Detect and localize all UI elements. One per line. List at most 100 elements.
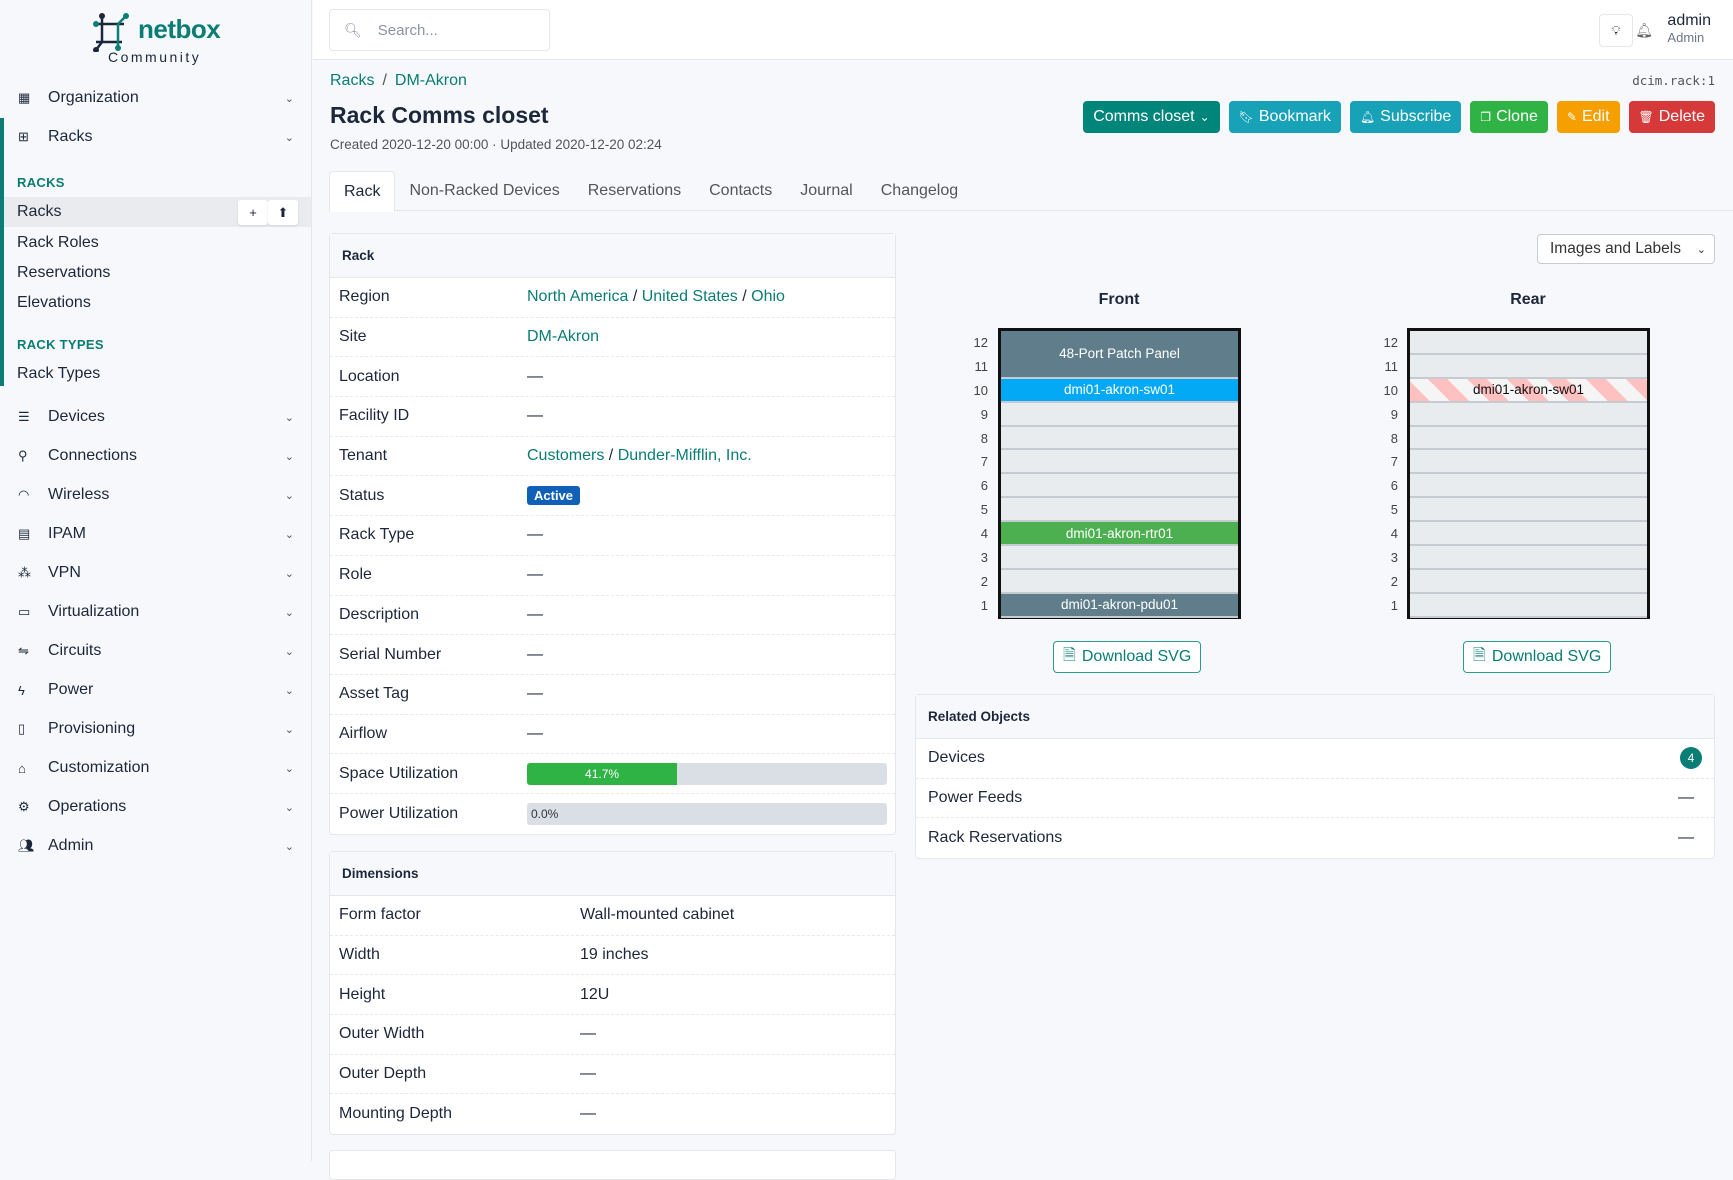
rack-unit-slot[interactable] [1001,498,1238,523]
monitor-icon: ▭ [18,604,31,619]
link-tenant[interactable]: Dunder-Mifflin, Inc. [617,447,752,465]
file-download-icon: 🗎 [1473,646,1486,664]
notifications-bell-icon[interactable]: 🔔︎ [1635,22,1653,38]
rack-unit-slot[interactable] [1410,522,1647,547]
tab-reservations[interactable]: Reservations [587,181,682,199]
rack-unit-slot[interactable] [1001,570,1238,594]
rack-device[interactable]: dmi01-akron-sw01 [1001,378,1238,401]
rack-unit-slot[interactable] [1410,331,1647,355]
add-rack-button[interactable]: + [238,200,268,225]
rack-unit-slot[interactable] [1410,474,1647,499]
theme-toggle-button[interactable]: 💡︎ [1599,14,1633,47]
sidebar-menu-ipam[interactable]: ▤ IPAM ⌄ [0,516,312,552]
rack-unit-slot[interactable] [1001,594,1238,618]
value: Customers / Dunder-Mifflin, Inc. [527,447,752,465]
sidebar-menu-provisioning[interactable]: ▯ Provisioning ⌄ [0,711,312,747]
button-label: Comms closet [1093,108,1195,125]
link-region-united-states[interactable]: United States [641,288,738,306]
rack-unit-slot[interactable] [1410,355,1647,379]
tab-changelog[interactable]: Changelog [880,181,959,199]
sidebar-menu-admin[interactable]: 👥︎ Admin ⌄ [0,828,312,864]
related-power-feeds[interactable]: Power Feeds — [916,779,1714,819]
sidebar-menu-wireless[interactable]: ◠ Wireless ⌄ [0,477,312,513]
wifi-icon: ◠ [18,487,30,502]
link-tenant-group[interactable]: Customers [527,447,605,465]
rack-unit-slot[interactable] [1001,427,1238,451]
tab-journal[interactable]: Journal [800,181,853,199]
sidebar-item-elevations[interactable]: Elevations [17,294,91,311]
sidebar-item-racks[interactable]: Racks [17,203,62,220]
netbox-logo[interactable]: netbox Community [92,12,232,70]
sidebar-menu-devices[interactable]: ☰ Devices ⌄ [0,399,312,435]
link-site[interactable]: DM-Akron [527,328,600,346]
sidebar-item-reservations[interactable]: Reservations [17,264,111,281]
sidebar-menu-racks[interactable]: ⊞ Racks ⌄ [0,119,312,155]
delete-button[interactable]: 🗑︎ Delete [1628,101,1715,133]
link-region-north-america[interactable]: North America [527,288,629,306]
related-devices[interactable]: Devices 4 [916,739,1714,779]
download-front-svg-button[interactable]: 🗎 Download SVG [1053,641,1202,673]
rack-unit-slot[interactable] [1410,498,1647,523]
menu-label: Wireless [48,486,110,503]
value: — [527,367,543,385]
related-rack-reservations[interactable]: Rack Reservations — [916,818,1714,858]
card-header: Related Objects [916,695,1714,739]
elevation-view-select[interactable]: Images and Labels ⌄ [1537,234,1715,264]
clone-button[interactable]: ❐ Clone [1470,101,1548,133]
rack-unit-slot[interactable] [1410,570,1647,594]
rack-unit-slot[interactable] [1410,427,1647,451]
rack-unit-slot[interactable] [1410,594,1647,618]
unit-number: 1 [1390,597,1398,613]
edit-button[interactable]: ✎ Edit [1556,101,1620,133]
value: — [580,1065,596,1083]
rack-unit-slot[interactable] [1410,546,1647,570]
sidebar-menu-operations[interactable]: ⚙ Operations ⌄ [0,789,312,825]
label: Form factor [339,906,421,924]
unit-number: 3 [1390,550,1398,566]
rack-unit-slot[interactable] [1001,546,1238,570]
bookmark-button[interactable]: 🔖︎ Bookmark [1228,101,1341,133]
link-region-ohio[interactable]: Ohio [751,288,785,306]
sidebar-menu-customization[interactable]: ⌂ Customization ⌄ [0,750,312,786]
rack-device[interactable]: dmi01-akron-sw01 [1410,378,1647,401]
rack-unit-slot[interactable] [1410,451,1647,475]
label: Asset Tag [339,685,409,703]
rack-unit-slot[interactable] [1001,403,1238,427]
menu-label: IPAM [48,525,86,542]
rack-device[interactable]: dmi01-akron-pdu01 [1001,593,1238,616]
user-menu[interactable]: admin Admin [1667,12,1711,45]
rack-unit-slot[interactable] [1001,522,1238,547]
sidebar-menu-virtualization[interactable]: ▭ Virtualization ⌄ [0,594,312,630]
sidebar-menu-vpn[interactable]: ⁂ VPN ⌄ [0,555,312,591]
import-racks-button[interactable]: ⬆ [268,200,298,225]
object-identifier: dcim.rack:1 [1632,73,1715,88]
rack-unit-slot[interactable] [1001,379,1238,403]
button-label: Subscribe [1380,108,1452,125]
comms-closet-button[interactable]: Comms closet ⌄ [1083,101,1220,133]
count: — [1678,829,1694,847]
chevron-down-icon: ⌄ [1696,243,1706,256]
breadcrumb-site[interactable]: DM-Akron [394,72,467,89]
rack-unit-slot[interactable] [1410,379,1647,403]
rack-unit-slot[interactable] [1001,355,1238,379]
button-label: Clone [1496,108,1538,125]
rack-device[interactable]: dmi01-akron-rtr01 [1001,522,1238,545]
rack-unit-slot[interactable] [1001,474,1238,499]
breadcrumb-racks[interactable]: Racks [330,72,375,89]
rack-unit-slot[interactable] [1001,451,1238,475]
sidebar-menu-power[interactable]: ϟ Power ⌄ [0,672,312,708]
tab-non-racked-devices[interactable]: Non-Racked Devices [409,181,560,199]
rack-unit-slot[interactable] [1410,403,1647,427]
sidebar-menu-circuits[interactable]: ⇋ Circuits ⌄ [0,633,312,669]
search-input[interactable]: 🔍︎ Search... [329,9,550,51]
sidebar-item-rack-types[interactable]: Rack Types [17,365,101,382]
sidebar-menu-organization[interactable]: ▦ Organization ⌄ [0,80,312,116]
sidebar-menu-connections[interactable]: ⚲ Connections ⌄ [0,438,312,474]
subscribe-button[interactable]: 🔔︎ Subscribe [1349,101,1462,133]
tab-rack[interactable]: Rack [329,171,396,212]
rack-device[interactable]: 48-Port Patch Panel [1001,331,1238,377]
tab-contacts[interactable]: Contacts [709,181,773,199]
unit-number: 12 [973,335,988,350]
sidebar-item-rack-roles[interactable]: Rack Roles [17,234,99,251]
download-rear-svg-button[interactable]: 🗎 Download SVG [1463,641,1612,673]
